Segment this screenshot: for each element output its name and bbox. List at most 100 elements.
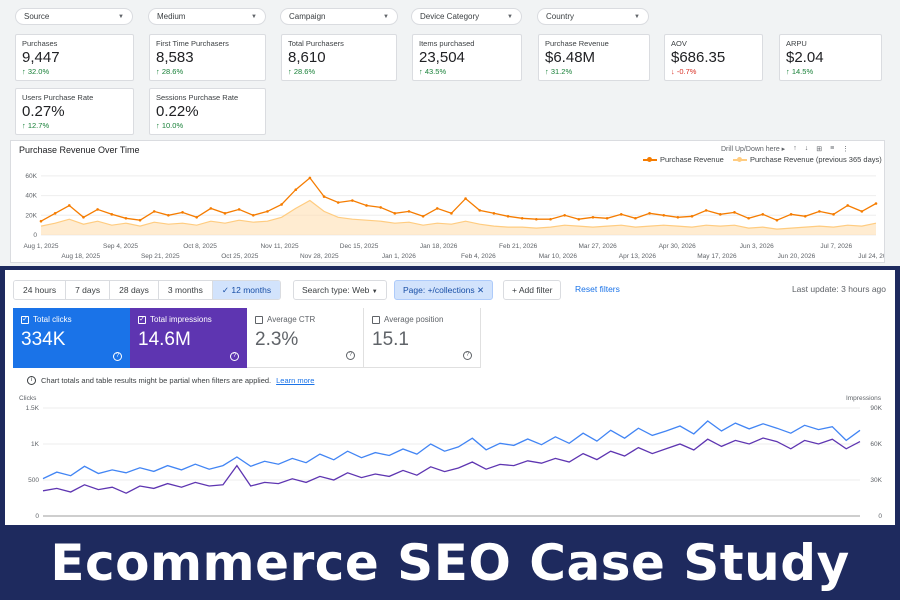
data-point bbox=[421, 214, 425, 218]
x-tick-label: Jul 24, 2026 bbox=[858, 253, 884, 260]
arrow-up-icon: ↑ bbox=[22, 121, 28, 130]
y-tick-label-right: 90K bbox=[870, 405, 882, 412]
more-vert-icon[interactable]: ⋮ bbox=[842, 146, 850, 153]
metric-label: Sessions Purchase Rate bbox=[156, 93, 239, 102]
range-7-days[interactable]: 7 days bbox=[66, 281, 111, 299]
legend-item-revenue-prev: Purchase Revenue (previous 365 days) bbox=[733, 155, 882, 164]
metric-value: 0.27% bbox=[22, 103, 65, 120]
data-point bbox=[152, 210, 156, 213]
data-point bbox=[619, 213, 623, 216]
performance-chart: Clicks Impressions 1.5K 90K 1K 60K 500 30K 0 0 bbox=[19, 395, 883, 520]
page-filter-chip[interactable]: Page: +/collections ✕ bbox=[394, 280, 494, 300]
data-point bbox=[379, 206, 382, 209]
data-point bbox=[803, 214, 807, 218]
metric-change: ↑ 28.6% bbox=[288, 67, 316, 76]
metric-change: ↑ 43.5% bbox=[419, 67, 447, 76]
series-line-previous bbox=[40, 199, 877, 230]
help-icon[interactable]: ? bbox=[113, 352, 122, 361]
data-point bbox=[535, 217, 538, 221]
y-axis-title-right: Impressions bbox=[846, 395, 882, 402]
banner-title: Ecommerce SEO Case Study bbox=[50, 533, 850, 592]
data-point bbox=[648, 212, 651, 215]
metric-label: ARPU bbox=[786, 39, 807, 48]
reset-filters-link[interactable]: Reset filters bbox=[575, 284, 620, 294]
data-point bbox=[874, 202, 878, 205]
help-icon[interactable]: ? bbox=[346, 351, 355, 360]
last-update-text: Last update: 3 hours ago bbox=[791, 284, 886, 294]
checkbox-empty-icon[interactable] bbox=[255, 315, 263, 324]
arrow-up-icon: ↑ bbox=[545, 67, 551, 76]
checkbox-checked-icon[interactable]: ✓ bbox=[21, 315, 29, 324]
data-point bbox=[209, 207, 213, 210]
filter-campaign[interactable]: Campaign ▼ bbox=[280, 8, 398, 25]
help-icon[interactable]: ? bbox=[230, 352, 239, 361]
y-tick-label-left: 500 bbox=[28, 477, 39, 484]
data-point bbox=[846, 204, 849, 207]
card-label: Total clicks bbox=[33, 315, 72, 324]
card-value: 334K bbox=[21, 329, 66, 350]
y-tick-label-left: 0 bbox=[35, 513, 39, 520]
x-tick-label: Sep 21, 2025 bbox=[141, 253, 180, 260]
card-total-clicks[interactable]: ✓ Total clicks 334K ? bbox=[13, 308, 130, 368]
data-point bbox=[492, 212, 496, 215]
arrow-down-icon[interactable]: ↓ bbox=[804, 145, 809, 152]
legend-label: Purchase Revenue (previous 365 days) bbox=[750, 155, 882, 164]
y-tick-label: 20K bbox=[25, 212, 37, 219]
filter-source[interactable]: Source ▼ bbox=[15, 8, 133, 25]
caret-down-icon: ▼ bbox=[251, 13, 257, 20]
data-point bbox=[124, 216, 128, 220]
analytics-dashboard: Source ▼ Medium ▼ Campaign ▼ Device Categor… bbox=[0, 0, 900, 266]
card-total-impressions[interactable]: ✓ Total impressions 14.6M ? bbox=[130, 308, 247, 368]
metric-change: ↓ -0.7% bbox=[671, 67, 697, 76]
range-12-months[interactable]: ✓ 12 months bbox=[212, 281, 281, 299]
range-3-months[interactable]: 3 months bbox=[158, 281, 213, 299]
card-average-ctr[interactable]: Average CTR 2.3% ? bbox=[247, 308, 364, 368]
caret-down-icon: ▼ bbox=[507, 13, 513, 20]
info-icon: i bbox=[27, 376, 36, 385]
x-tick-label: Aug 18, 2025 bbox=[61, 253, 100, 260]
x-tick-label: Sep 4, 2025 bbox=[103, 243, 138, 250]
filter-label: Source bbox=[24, 12, 50, 21]
metric-value: $686.35 bbox=[671, 49, 726, 66]
add-filter-button[interactable]: + Add filter bbox=[503, 280, 562, 300]
data-point bbox=[322, 195, 326, 198]
revenue-chart-panel: Purchase Revenue Over Time Drill Up/Down… bbox=[10, 140, 885, 263]
range-24-hours[interactable]: 24 hours bbox=[14, 281, 67, 299]
data-point bbox=[747, 216, 750, 220]
data-point bbox=[195, 215, 198, 219]
arrow-up-icon: ↑ bbox=[786, 67, 792, 76]
data-point bbox=[860, 210, 864, 213]
metric-change: ↑ 12.7% bbox=[22, 121, 50, 130]
checkbox-empty-icon[interactable] bbox=[372, 315, 380, 324]
caret-down-icon: ▼ bbox=[371, 289, 378, 295]
data-point bbox=[39, 219, 43, 223]
search-type-filter[interactable]: Search type: Web ▼ bbox=[293, 280, 387, 300]
checkbox-checked-icon[interactable]: ✓ bbox=[138, 315, 146, 324]
data-point bbox=[223, 212, 227, 215]
filter-country[interactable]: Country ▼ bbox=[537, 8, 649, 25]
x-tick-label: Aug 1, 2025 bbox=[23, 243, 58, 250]
filter-medium[interactable]: Medium ▼ bbox=[148, 8, 266, 25]
metric-card-items-purchased: Items purchased 23,504 ↑ 43.5% bbox=[412, 34, 522, 81]
notice-text: Chart totals and table results might be … bbox=[41, 376, 272, 385]
help-icon[interactable]: ? bbox=[463, 351, 472, 360]
card-average-position[interactable]: Average position 15.1 ? bbox=[364, 308, 481, 368]
filter-icon[interactable]: ≡ bbox=[830, 145, 835, 152]
learn-more-link[interactable]: Learn more bbox=[276, 376, 315, 385]
y-tick-label: 60K bbox=[25, 173, 37, 180]
plus-icon: + bbox=[512, 285, 519, 295]
x-tick-label: Jun 3, 2026 bbox=[740, 243, 774, 250]
range-28-days[interactable]: 28 days bbox=[110, 281, 159, 299]
filter-device-category[interactable]: Device Category ▼ bbox=[411, 8, 522, 25]
metric-label: AOV bbox=[671, 39, 687, 48]
data-point bbox=[690, 214, 694, 218]
data-point bbox=[775, 218, 779, 222]
drill-link[interactable]: Drill Up/Down here ▸ bbox=[721, 146, 786, 153]
data-point bbox=[591, 215, 595, 219]
arrow-up-icon[interactable]: ↑ bbox=[793, 145, 797, 152]
x-tick-label: Mar 10, 2026 bbox=[539, 253, 578, 260]
expand-icon[interactable]: ⊞ bbox=[816, 146, 823, 153]
close-icon[interactable]: ✕ bbox=[476, 285, 485, 295]
metric-card-arpu: ARPU $2.04 ↑ 14.5% bbox=[779, 34, 882, 81]
